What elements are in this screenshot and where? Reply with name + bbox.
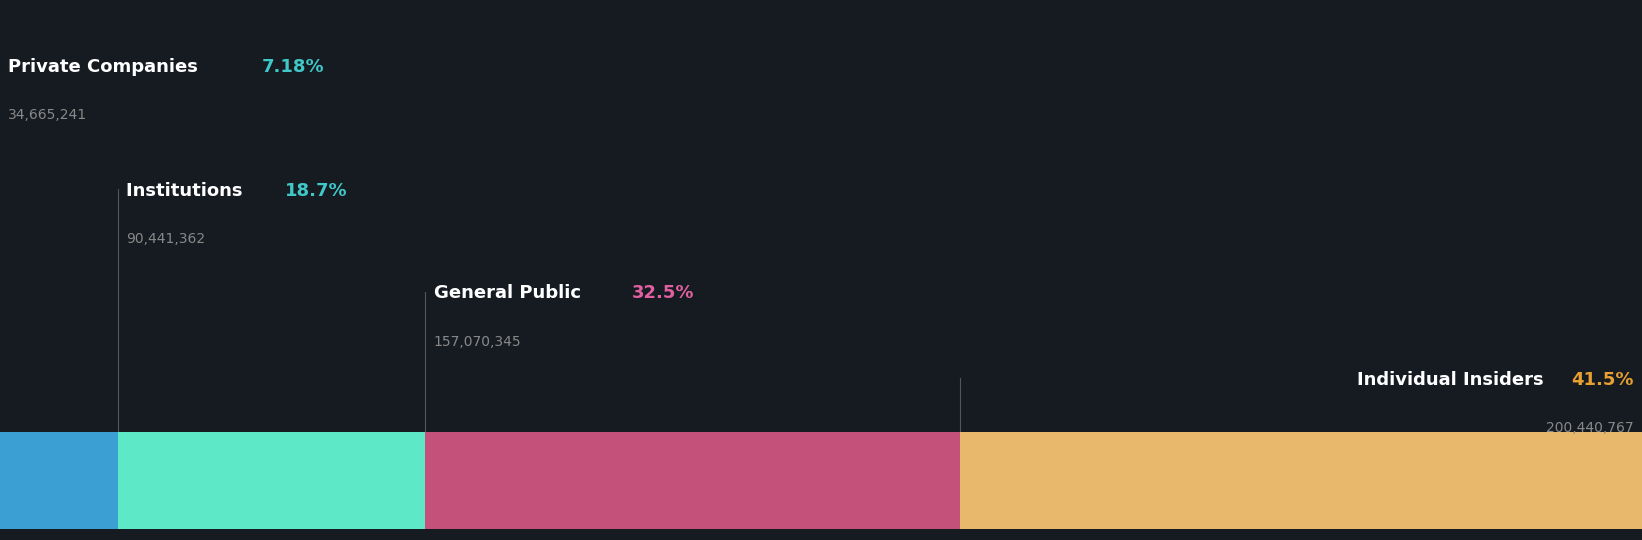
Text: Individual Insiders: Individual Insiders <box>1356 371 1550 389</box>
Text: 7.18%: 7.18% <box>261 58 323 76</box>
Text: 18.7%: 18.7% <box>284 182 346 200</box>
Text: 41.5%: 41.5% <box>1571 371 1634 389</box>
Text: Private Companies: Private Companies <box>8 58 204 76</box>
Text: 34,665,241: 34,665,241 <box>8 108 87 122</box>
Text: 157,070,345: 157,070,345 <box>433 335 521 349</box>
Text: 32.5%: 32.5% <box>632 285 695 302</box>
Bar <box>118 432 425 529</box>
Text: 200,440,767: 200,440,767 <box>1547 421 1634 435</box>
Text: Institutions: Institutions <box>126 182 250 200</box>
Bar <box>0 432 118 529</box>
Text: General Public: General Public <box>433 285 586 302</box>
Bar <box>425 432 961 529</box>
Text: 90,441,362: 90,441,362 <box>126 232 205 246</box>
Bar <box>961 432 1642 529</box>
